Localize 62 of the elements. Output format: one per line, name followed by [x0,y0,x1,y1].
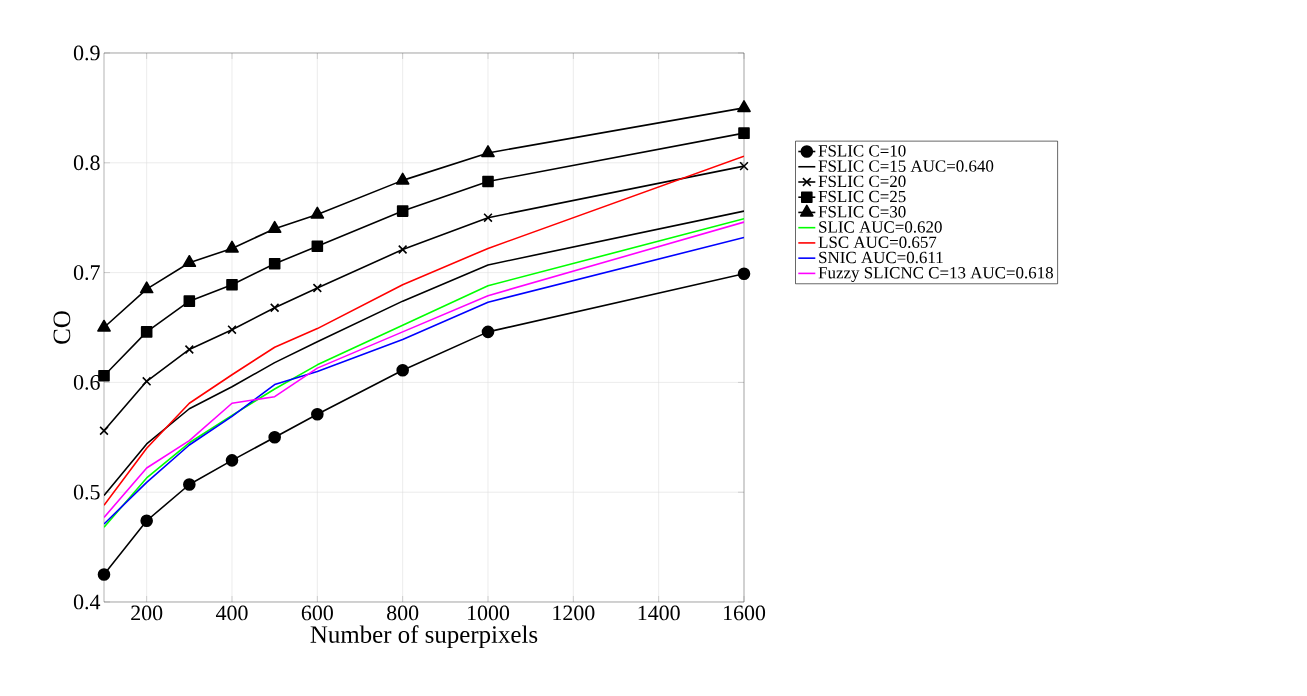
x-axis-title: Number of superpixels [310,625,538,648]
point [395,172,410,185]
point [140,326,153,338]
point [482,175,494,188]
point [269,303,280,313]
legend-label: SLIC AUC=0.620 [819,221,942,233]
point [481,325,495,339]
y-axis-title: CO [53,311,71,344]
point [483,213,493,223]
x-tick-label: 800 [387,605,419,621]
legend-label: FSLIC C=10 [818,145,906,157]
point [227,325,237,335]
point [481,145,495,158]
point [268,431,281,444]
point [183,478,196,491]
point [226,278,238,291]
legend-label: FSLIC C=25 [818,190,906,203]
legend-label: LSC AUC=0.657 [818,236,937,249]
x-tick-label: 1400 [638,605,680,621]
point [97,568,111,581]
point [737,267,751,280]
point [98,370,110,382]
legend-label: FSLIC C=15 AUC=0.640 [818,160,994,172]
legend-label: SNIC AUC=0.611 [819,251,943,264]
point [99,426,109,436]
point [97,319,111,332]
x-tick-label: 1000 [468,605,510,621]
y-tick-label: 0.4 [73,594,101,610]
y-tick-label: 0.5 [73,484,100,500]
legend-label: Fuzzy SLICNC C=13 AUC=0.618 [818,267,1053,282]
x-tick-label: 200 [131,605,163,621]
point [739,161,749,171]
x-tick-label: 1200 [553,605,595,621]
point [225,454,239,467]
point [396,205,409,217]
point [311,240,324,253]
point [397,244,408,255]
point [310,206,325,219]
point [396,364,409,377]
point [737,100,751,113]
point [268,258,281,270]
point [312,283,323,293]
point [141,376,152,386]
x-tick-label: 1600 [724,605,766,621]
y-tick-label: 0.9 [73,45,100,61]
x-tick-label: 600 [301,605,333,621]
x-tick-label: 400 [215,605,248,621]
line-series [104,155,744,507]
y-tick-label: 0.6 [73,374,100,390]
point [738,127,750,139]
point [182,254,197,268]
point [267,220,282,233]
point [184,344,195,355]
point [311,407,324,421]
y-tick-label: 0.8 [73,155,100,171]
legend-label: FSLIC C=20 [818,175,906,188]
point [225,240,239,253]
point [139,281,154,294]
legend-label: FSLIC C=30 [818,206,906,218]
point [183,295,196,307]
y-tick-label: 0.7 [73,265,100,281]
point [140,514,153,528]
